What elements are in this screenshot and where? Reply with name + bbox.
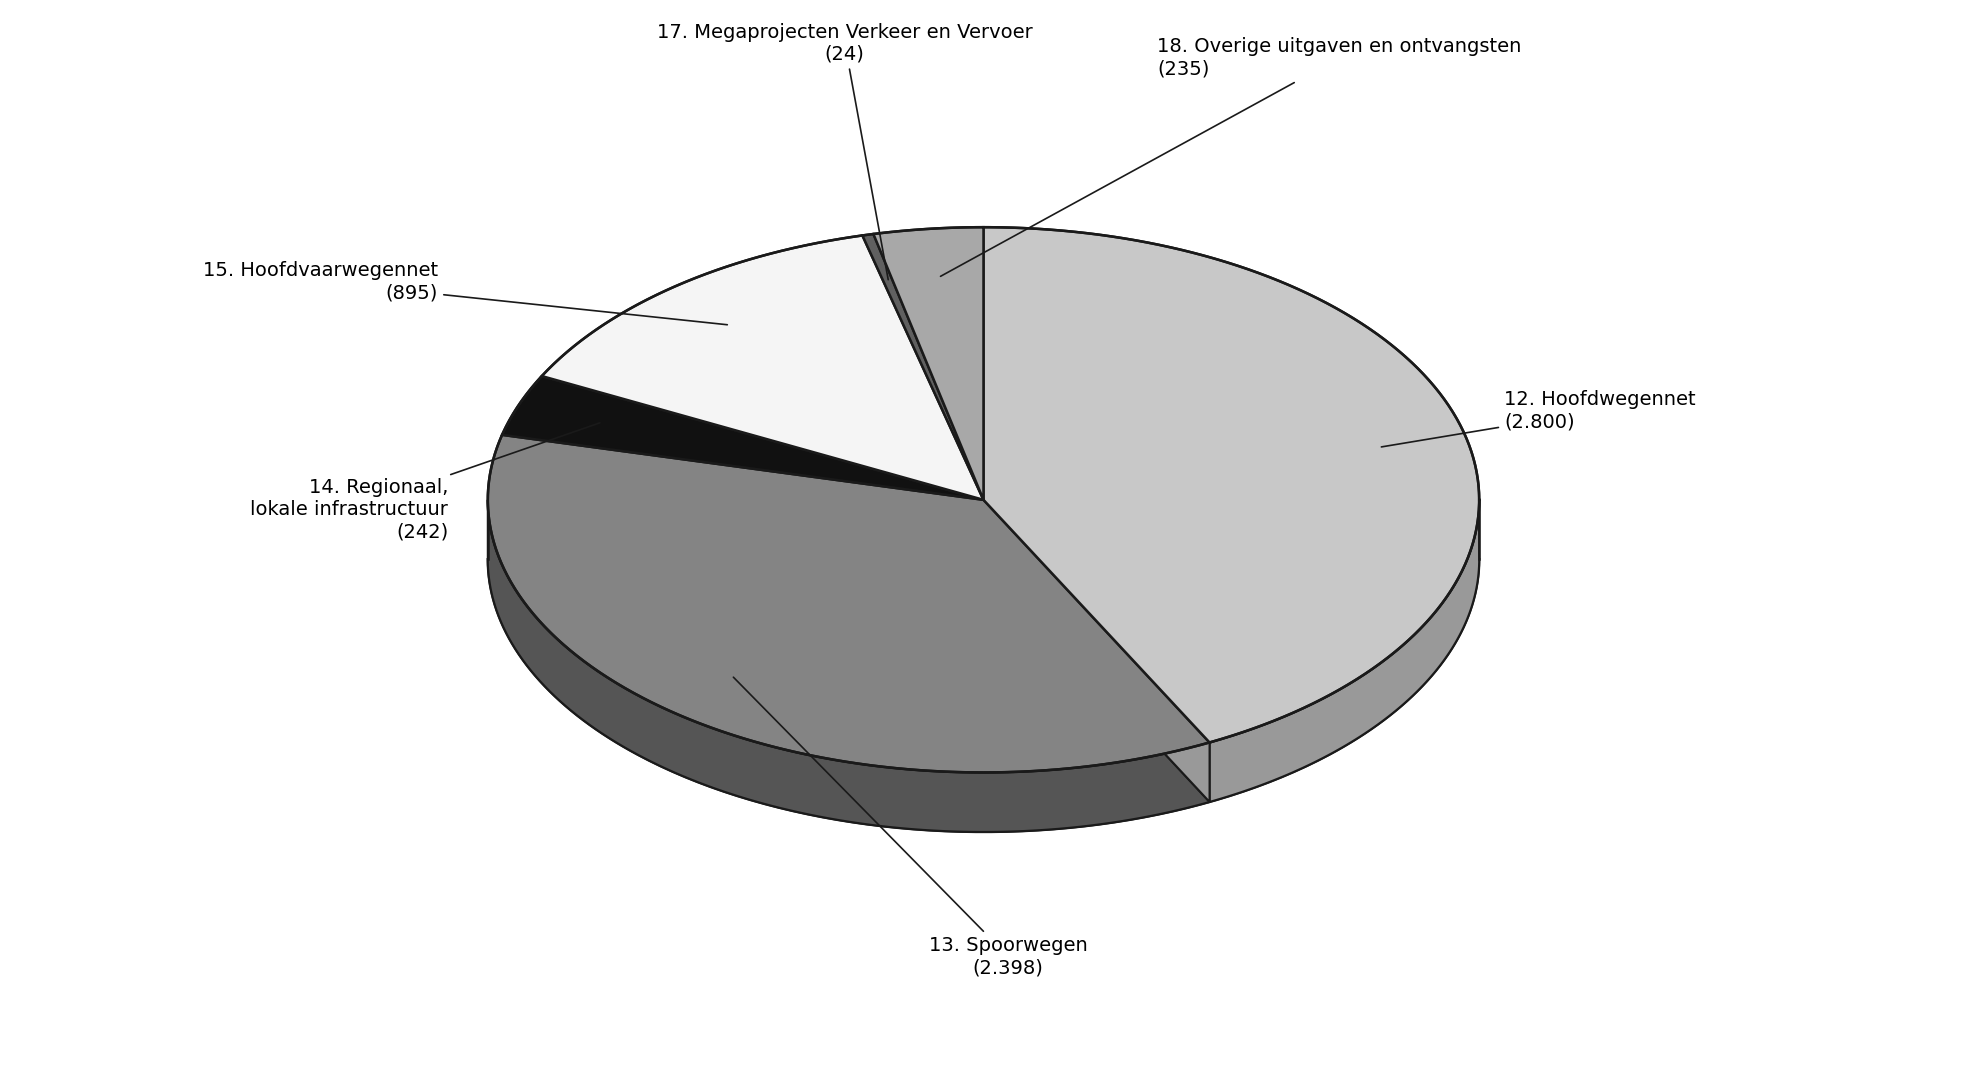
Polygon shape — [984, 499, 1210, 802]
Text: 14. Regionaal,
lokale infrastructuur
(242): 14. Regionaal, lokale infrastructuur (24… — [250, 423, 600, 541]
Polygon shape — [502, 376, 984, 499]
Polygon shape — [1210, 499, 1479, 802]
Text: 12. Hoofdwegennet
(2.800): 12. Hoofdwegennet (2.800) — [1381, 390, 1696, 447]
Text: 18. Overige uitgaven en ontvangsten
(235): 18. Overige uitgaven en ontvangsten (235… — [940, 38, 1520, 276]
Polygon shape — [984, 228, 1479, 742]
Polygon shape — [984, 499, 1210, 802]
Polygon shape — [862, 234, 984, 499]
Polygon shape — [541, 235, 984, 499]
Text: 15. Hoofdvaarwegennet
(895): 15. Hoofdvaarwegennet (895) — [203, 261, 728, 324]
Text: 17. Megaprojecten Verkeer en Vervoer
(24): 17. Megaprojecten Verkeer en Vervoer (24… — [657, 23, 1033, 279]
Polygon shape — [488, 435, 1210, 772]
Polygon shape — [488, 499, 1210, 832]
Text: 13. Spoorwegen
(2.398): 13. Spoorwegen (2.398) — [734, 678, 1088, 977]
Polygon shape — [873, 228, 984, 499]
